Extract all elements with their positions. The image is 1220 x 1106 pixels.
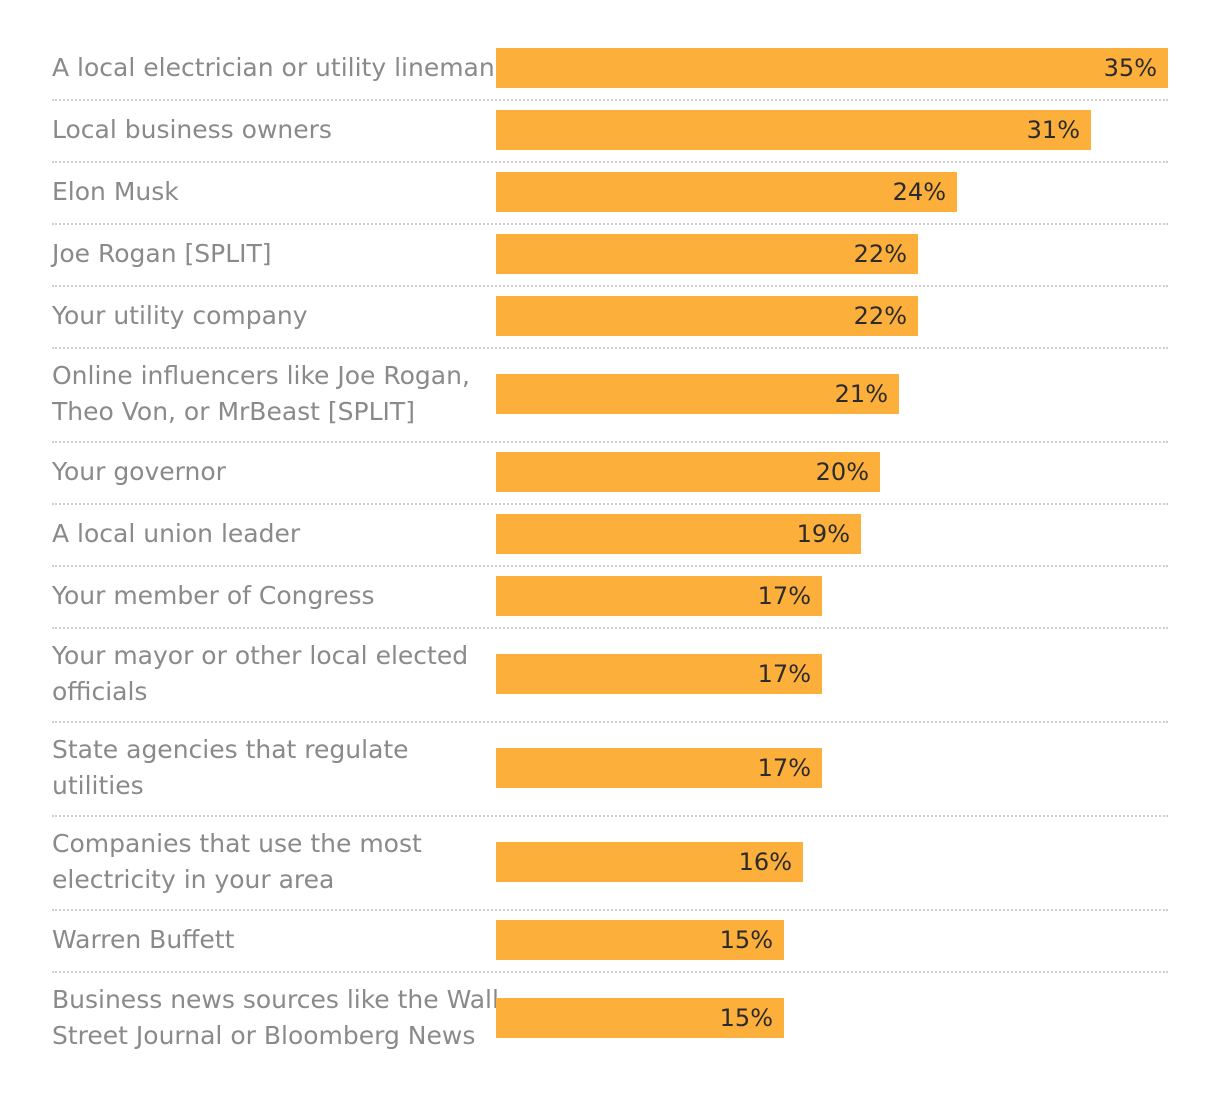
bar: 20% [496, 452, 880, 492]
category-label-line: Business news sources like the Wall [52, 985, 499, 1014]
bar: 19% [496, 514, 861, 554]
bar-value-label: 35% [1103, 54, 1157, 82]
bar-value-label: 17% [757, 754, 811, 782]
bar-value-label: 15% [719, 1004, 773, 1032]
category-label-line: Joe Rogan [SPLIT] [52, 239, 272, 268]
category-label: Companies that use the most electricity i… [52, 826, 484, 898]
row-separator [52, 161, 1168, 163]
bar-value-label: 22% [853, 240, 907, 268]
category-label: Warren Buffett [52, 922, 484, 958]
bar-value-label: 16% [738, 848, 792, 876]
category-label-line: Your member of Congress [52, 581, 375, 610]
category-label-line: Your utility company [52, 301, 308, 330]
category-label-line: Companies that use the most [52, 829, 422, 858]
bar: 17% [496, 654, 822, 694]
category-label-line: Elon Musk [52, 177, 179, 206]
bar-value-label: 21% [834, 380, 888, 408]
category-label: A local union leader [52, 516, 484, 552]
bar-value-label: 19% [796, 520, 850, 548]
bar-value-label: 24% [892, 178, 946, 206]
category-label: Joe Rogan [SPLIT] [52, 236, 484, 272]
row-separator [52, 347, 1168, 349]
category-label-line: Theo Von, or MrBeast [SPLIT] [52, 397, 415, 426]
bar: 21% [496, 374, 899, 414]
category-label-line: officials [52, 677, 148, 706]
bar-value-label: 31% [1026, 116, 1080, 144]
bar-value-label: 22% [853, 302, 907, 330]
category-label: Online influencers like Joe Rogan, Theo V… [52, 358, 484, 430]
category-label-line: Your governor [52, 457, 226, 486]
row-separator [52, 285, 1168, 287]
bar-value-label: 17% [757, 582, 811, 610]
row-separator [52, 223, 1168, 225]
category-label: A local electrician or utility lineman [52, 50, 495, 86]
row-separator [52, 627, 1168, 629]
bar-value-label: 17% [757, 660, 811, 688]
bar: 15% [496, 920, 784, 960]
row-separator [52, 503, 1168, 505]
bar-value-label: 20% [815, 458, 869, 486]
bar: 16% [496, 842, 803, 882]
bar: 24% [496, 172, 957, 212]
row-separator [52, 815, 1168, 817]
bar: 22% [496, 296, 918, 336]
category-label-line: A local electrician or utility lineman [52, 53, 495, 82]
category-label: Your member of Congress [52, 578, 484, 614]
row-separator [52, 441, 1168, 443]
category-label: State agencies that regulate utilities [52, 732, 484, 804]
category-label-line: State agencies that regulate [52, 735, 409, 764]
category-label-line: utilities [52, 771, 144, 800]
category-label: Your mayor or other local elected officia… [52, 638, 484, 710]
category-label-line: Your mayor or other local elected [52, 641, 469, 670]
category-label: Your utility company [52, 298, 484, 334]
category-label-line: Local business owners [52, 115, 332, 144]
category-label: Business news sources like the Wall Stree… [52, 982, 499, 1054]
bar: 22% [496, 234, 918, 274]
category-label: Local business owners [52, 112, 484, 148]
category-label: Your governor [52, 454, 484, 490]
category-label-line: Online influencers like Joe Rogan, [52, 361, 470, 390]
category-label-line: electricity in your area [52, 865, 335, 894]
bar-value-label: 15% [719, 926, 773, 954]
category-label-line: A local union leader [52, 519, 301, 548]
bar: 17% [496, 748, 822, 788]
bar: 17% [496, 576, 822, 616]
row-separator [52, 909, 1168, 911]
category-label: Elon Musk [52, 174, 484, 210]
row-separator [52, 99, 1168, 101]
row-separator [52, 565, 1168, 567]
row-separator [52, 721, 1168, 723]
bar: 35% [496, 48, 1168, 88]
row-separator [52, 971, 1168, 973]
bar: 15% [496, 998, 784, 1038]
category-label-line: Street Journal or Bloomberg News [52, 1021, 476, 1050]
category-label-line: Warren Buffett [52, 925, 235, 954]
bar: 31% [496, 110, 1091, 150]
